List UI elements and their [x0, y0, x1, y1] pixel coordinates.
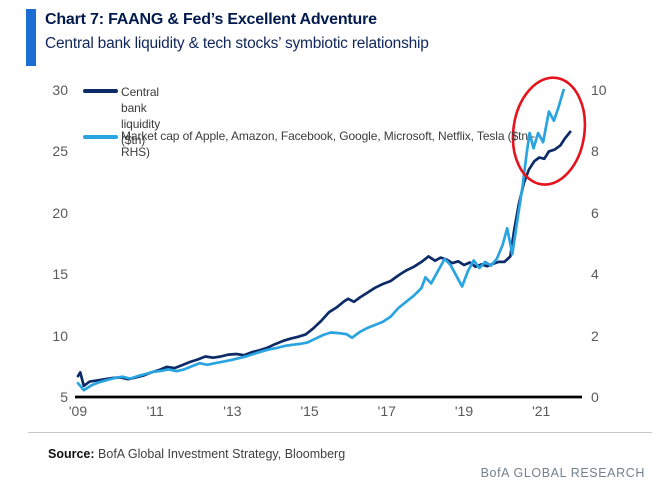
x-tick-2009: '09 — [68, 403, 88, 419]
legend-swatch-faang-market-cap — [83, 135, 118, 139]
y-left-tick-20: 20 — [52, 204, 68, 221]
x-tick-2011: '11 — [146, 403, 164, 419]
y-left-tick-30: 30 — [52, 82, 68, 98]
source-label: Source: — [48, 447, 95, 461]
x-tick-2019: '19 — [454, 403, 474, 419]
chart-canvas — [75, 76, 587, 399]
source-line: Source: BofA Global Investment Strategy,… — [48, 447, 345, 461]
x-tick-2021: '21 — [532, 403, 551, 419]
y-right-tick-8: 8 — [591, 143, 599, 160]
y-right-tick-4: 4 — [591, 266, 599, 283]
legend-swatch-central-bank-liquidity — [83, 89, 118, 93]
y-right-tick-6: 6 — [591, 204, 599, 221]
plot-area: 5 10 15 20 25 30 0 2 4 6 8 10 '09 '11 '13 '15 '17 '19 '2… — [52, 76, 607, 419]
y-left-tick-10: 10 — [52, 327, 68, 344]
x-tick-2013: '13 — [223, 403, 242, 419]
footer-divider — [28, 432, 652, 433]
x-tick-2015: '15 — [300, 403, 319, 419]
chart-title: Chart 7: FAANG & Fed’s Excellent Adventu… — [45, 11, 377, 28]
legend-label-faang-market-cap: Market cap of Apple, Amazon, Facebook, G… — [121, 129, 536, 159]
y-right-tick-10: 10 — [591, 82, 607, 98]
chart-subtitle: Central bank liquidity & tech stocks’ sy… — [45, 35, 429, 52]
y-left-tick-15: 15 — [52, 266, 68, 283]
title-accent-bar — [26, 9, 36, 66]
y-left-tick-25: 25 — [52, 143, 68, 160]
y-right-tick-2: 2 — [591, 327, 599, 344]
source-text: BofA Global Investment Strategy, Bloombe… — [98, 447, 346, 461]
brand-mark: BofA GLOBAL RESEARCH — [480, 466, 645, 480]
y-right-tick-0: 0 — [591, 389, 599, 405]
legend-label-central-bank-liquidity: Central bank liquidity ($tn) — [121, 85, 161, 147]
x-tick-2017: '17 — [377, 403, 396, 419]
y-left-tick-5: 5 — [60, 389, 68, 405]
